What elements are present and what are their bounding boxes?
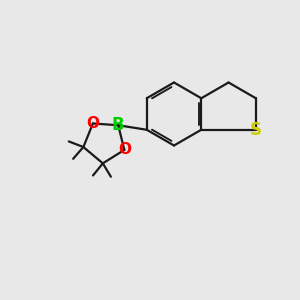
Text: O: O (86, 116, 99, 131)
Text: O: O (118, 142, 131, 158)
Text: S: S (250, 121, 262, 139)
Text: B: B (112, 116, 124, 134)
